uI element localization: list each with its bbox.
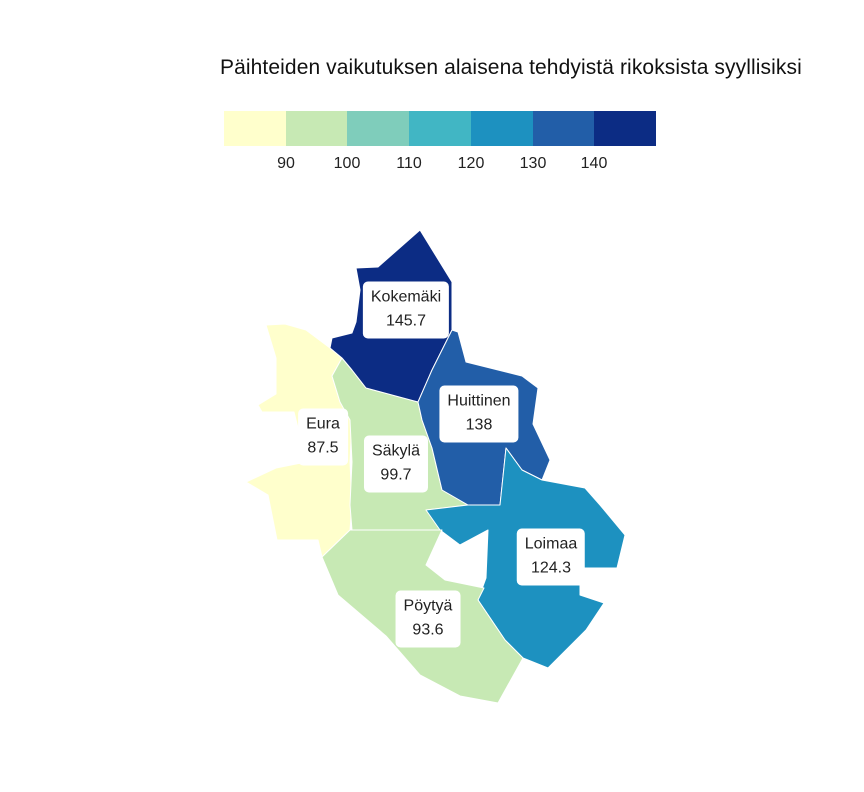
- region-value: 138: [465, 416, 493, 434]
- label-kokemaki: Kokemäki 145.7: [362, 281, 450, 339]
- color-legend: 90 100 110 120 130 140: [224, 111, 657, 181]
- legend-tick: 110: [396, 155, 422, 172]
- map-title: Päihteiden vaikutuksen alaisena tehdyist…: [220, 56, 802, 79]
- region-value: 93.6: [412, 621, 444, 639]
- label-loimaa: Loimaa 124.3: [516, 528, 586, 586]
- region-name: Eura: [306, 415, 340, 433]
- region-value: 87.5: [307, 439, 339, 457]
- label-eura: Eura 87.5: [298, 408, 348, 466]
- region-value: 99.7: [380, 466, 412, 484]
- legend-swatch-2: [285, 111, 348, 146]
- label-sakyla: Säkylä 99.7: [363, 435, 429, 493]
- region-value: 145.7: [385, 312, 427, 330]
- legend-tick: 100: [333, 155, 361, 172]
- legend-swatch-3: [347, 111, 410, 146]
- region-name: Huittinen: [447, 392, 511, 410]
- region-name: Loimaa: [524, 535, 578, 553]
- region-name: Kokemäki: [370, 288, 442, 306]
- legend-swatch-7: [594, 111, 657, 146]
- label-poytya: Pöytyä 93.6: [395, 590, 461, 648]
- label-huittinen: Huittinen 138: [439, 385, 519, 443]
- legend-tick: 140: [580, 155, 608, 172]
- legend-color-bar: [224, 111, 657, 146]
- legend-swatch-1: [224, 111, 286, 146]
- region-name: Säkylä: [371, 442, 421, 460]
- legend-swatch-4: [409, 111, 471, 146]
- region-name: Pöytyä: [403, 597, 453, 615]
- region-value: 124.3: [530, 559, 572, 577]
- legend-swatch-6: [532, 111, 595, 146]
- legend-tick: 130: [519, 155, 547, 172]
- legend-swatch-5: [470, 111, 533, 146]
- legend-tick: 120: [457, 155, 485, 172]
- legend-tick: 90: [277, 155, 295, 172]
